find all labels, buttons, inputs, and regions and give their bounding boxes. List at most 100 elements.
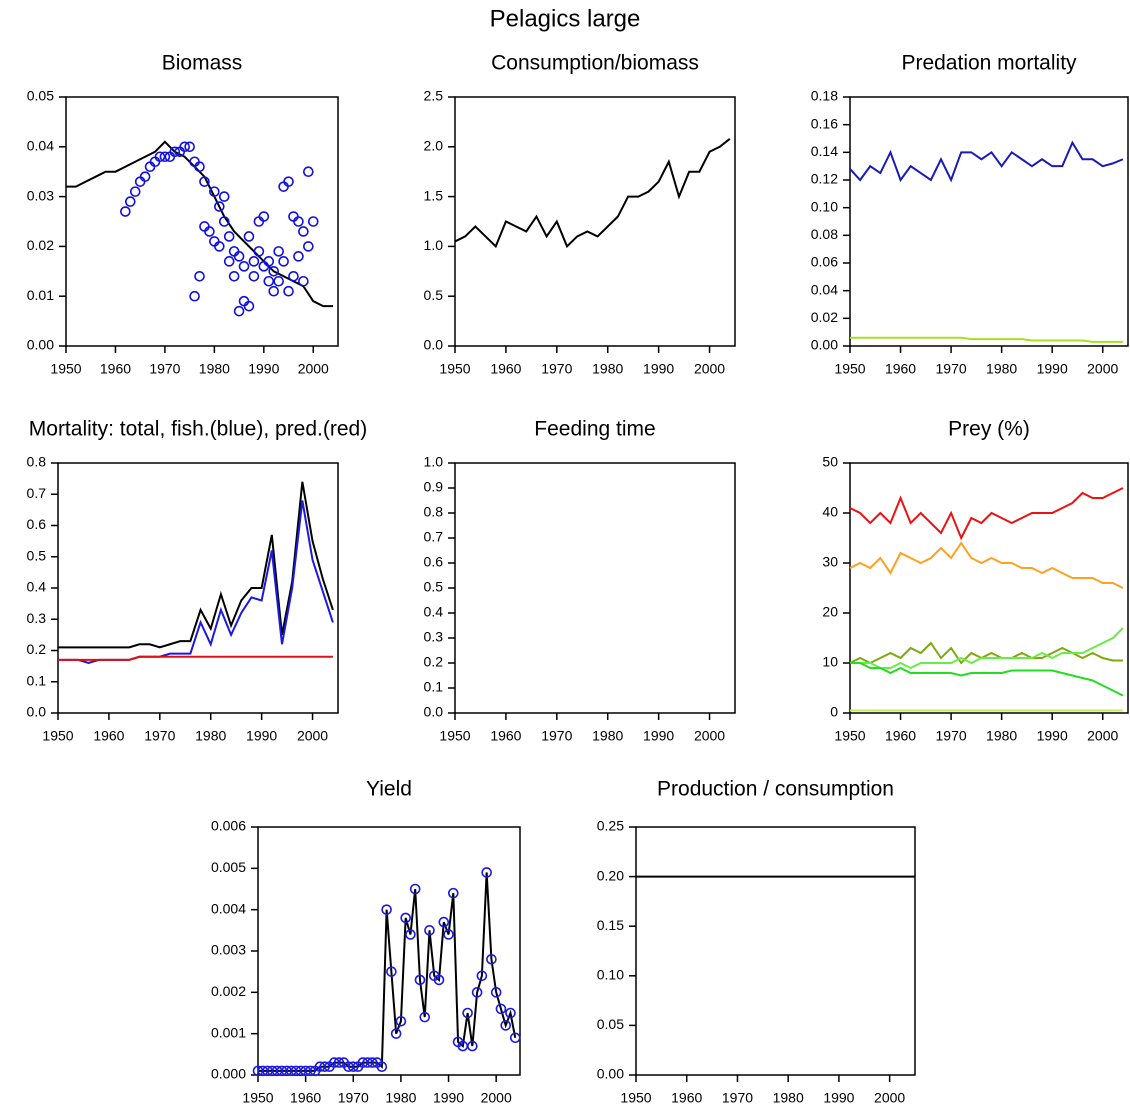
data-point [409,883,421,895]
data-point [305,1065,316,1077]
data-point [293,251,304,262]
x-tick-label: 1970 [338,1090,369,1106]
x-tick-label: 1960 [885,361,916,377]
panel-title: Mortality: total, fish.(blue), pred.(red… [29,418,367,441]
y-tick-label: 0.18 [811,88,838,104]
x-tick-label: 1980 [592,728,623,744]
y-tick-label: 2.0 [424,138,444,154]
data-point [298,275,309,287]
data-point [347,1061,359,1073]
x-tick-label: 1970 [936,728,967,744]
data-point [490,987,502,998]
x-tick-label: 2000 [694,361,725,377]
data-point [233,251,245,262]
x-tick-label: 1970 [541,728,572,744]
series-line [850,336,1123,343]
data-point [433,974,445,986]
x-tick-label: 2000 [297,728,328,744]
y-tick-label: 20 [822,604,838,620]
data-point [303,166,314,177]
y-tick-label: 0.02 [811,309,838,325]
data-point [199,176,210,187]
y-tick-label: 0.25 [597,818,624,834]
x-tick-label: 1980 [195,728,226,744]
y-tick-label: 0.00 [27,337,54,353]
series-line [58,481,334,649]
data-point [228,270,240,282]
data-point [218,216,230,227]
data-point [268,285,280,297]
x-tick-label: 1950 [242,1090,273,1106]
y-tick-label: 0.2 [424,654,444,670]
y-tick-label: 40 [822,504,838,520]
x-tick-label: 1960 [671,1090,702,1106]
x-tick-label: 1960 [490,728,521,744]
data-point [273,246,284,257]
data-point [386,966,397,977]
data-point [223,256,235,267]
data-point [405,929,416,940]
y-tick-label: 0.5 [424,287,444,303]
y-tick-label: 0.02 [27,237,54,253]
x-tick-label: 2000 [298,361,329,377]
x-tick-label: 1990 [433,1090,464,1106]
y-tick-label: 0.000 [211,1066,246,1082]
data-point [129,186,141,197]
y-tick-label: 30 [822,554,838,570]
x-tick-label: 1960 [93,728,124,744]
x-tick-label: 1980 [592,361,623,377]
data-point [367,1057,378,1068]
data-point [509,1032,521,1044]
x-tick-label: 1950 [834,361,865,377]
data-point [194,270,205,282]
y-tick-label: 0.5 [27,547,47,563]
y-tick-label: 0.04 [811,281,838,297]
y-tick-label: 1.0 [424,454,444,470]
data-point [381,904,392,915]
y-tick-label: 0.1 [424,679,444,695]
data-point [159,151,171,163]
x-tick-label: 1960 [885,728,916,744]
y-tick-label: 0.8 [27,454,47,470]
x-tick-label: 1990 [823,1090,854,1106]
data-point [462,1007,473,1019]
x-tick-label: 1960 [100,361,131,377]
series-line [849,641,1123,665]
x-tick-label: 1970 [722,1090,753,1106]
x-tick-label: 1990 [248,361,279,377]
plot-frame [57,462,339,714]
x-tick-label: 1950 [50,361,81,377]
series-line [849,541,1124,589]
series-line [849,487,1124,541]
x-tick-label: 1960 [490,361,521,377]
data-point [179,141,190,153]
data-point [243,300,255,312]
y-tick-label: 0.0 [27,704,47,720]
x-tick-label: 2000 [1087,728,1118,744]
data-point [307,216,319,227]
y-tick-label: 0.3 [27,610,47,626]
data-point [223,231,235,242]
data-point [189,290,200,302]
x-tick-label: 1990 [1037,361,1068,377]
y-tick-label: 0.5 [424,579,444,595]
y-tick-label: 2.5 [424,88,444,104]
data-point [184,141,195,153]
data-point [481,867,492,878]
y-tick-label: 0.04 [27,138,54,154]
data-point [500,1020,512,1031]
y-tick-label: 0.8 [424,504,444,520]
data-point [268,265,280,277]
data-point [443,929,454,940]
x-tick-label: 1970 [149,361,180,377]
data-point [395,1015,407,1027]
data-point [248,256,260,267]
data-point [248,270,260,282]
data-point [438,916,450,928]
y-tick-label: 0.7 [27,485,47,501]
y-tick-label: 0.03 [27,187,54,203]
series-line [850,627,1124,670]
data-point [263,256,275,267]
data-point [505,1007,516,1019]
y-tick-label: 0.003 [211,942,246,958]
